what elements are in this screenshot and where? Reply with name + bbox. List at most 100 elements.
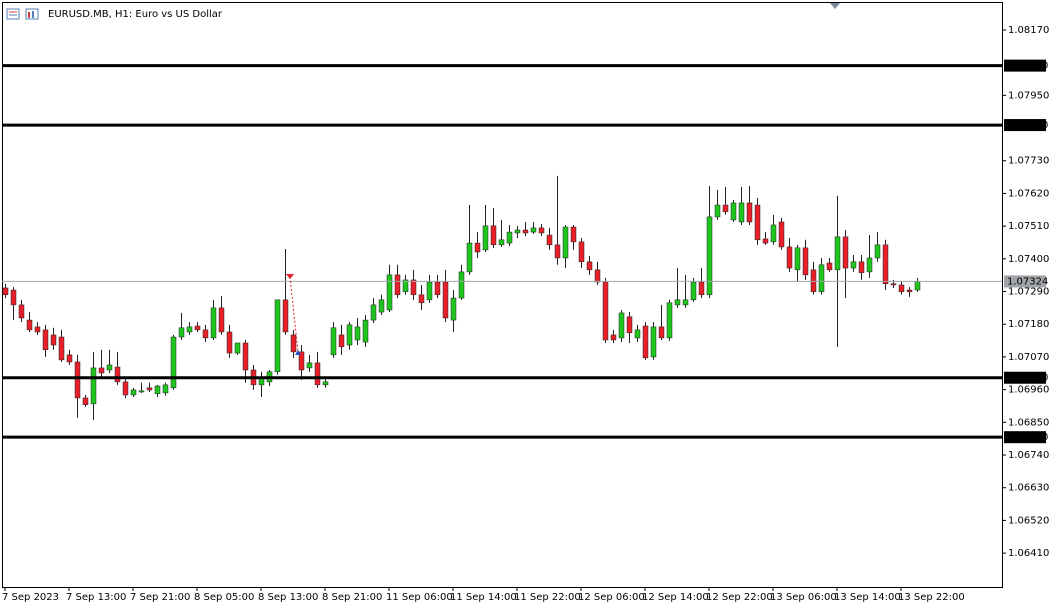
candle-body	[890, 283, 897, 286]
y-tick-label: 1.07290	[1008, 287, 1049, 298]
candle-body	[906, 289, 913, 293]
candle-body	[698, 281, 705, 296]
level-label: 1.07000	[1007, 373, 1048, 384]
candle-body	[866, 257, 873, 273]
y-tick-label: 1.06850	[1008, 417, 1049, 428]
candle-body	[498, 239, 505, 246]
chart-title: EURUSD.MB, H1: Euro vs US Dollar	[48, 9, 223, 20]
candle-body	[706, 216, 713, 296]
level-label: 1.07850	[1007, 120, 1048, 131]
candle-body	[66, 354, 73, 363]
candle-body	[722, 204, 729, 213]
candle-body	[442, 281, 449, 319]
candle-body	[58, 336, 65, 361]
candle-body	[426, 281, 433, 301]
candle-body	[634, 329, 641, 339]
candle-body	[98, 367, 105, 374]
candle-body	[154, 385, 161, 395]
level-label: 1.06800	[1007, 432, 1048, 443]
candle-body	[346, 324, 353, 346]
candle-body	[466, 242, 473, 273]
candle-body	[434, 281, 441, 296]
icon	[32, 11, 34, 18]
candle-body	[778, 221, 785, 248]
y-tick-label: 1.06630	[1008, 483, 1049, 494]
level-box	[1004, 371, 1046, 384]
y-tick-label: 1.07070	[1008, 352, 1049, 363]
candle-body	[402, 279, 409, 293]
candle-body	[114, 366, 121, 383]
candle-body	[290, 334, 297, 353]
candle-body	[578, 241, 585, 263]
candle-body	[810, 269, 817, 293]
candle-body	[362, 319, 369, 343]
x-tick-label: 13 Sep 14:00	[834, 592, 901, 603]
candle-body	[370, 304, 377, 321]
candle-body	[554, 244, 561, 259]
x-tick-label: 7 Sep 13:00	[66, 592, 126, 603]
candle-body	[546, 234, 553, 246]
candle-body	[642, 325, 649, 359]
level-box	[1004, 119, 1046, 132]
candle-body	[450, 297, 457, 321]
x-tick-label: 8 Sep 05:00	[194, 592, 254, 603]
x-tick-label: 8 Sep 13:00	[258, 592, 318, 603]
y-tick-label: 1.06740	[1008, 450, 1049, 461]
candle-body	[850, 261, 857, 269]
x-tick-label: 11 Sep 14:00	[450, 592, 517, 603]
candle-body	[762, 238, 769, 244]
candle-body	[522, 229, 529, 234]
candle-body	[914, 281, 921, 291]
x-tick-label: 13 Sep 22:00	[898, 592, 965, 603]
level-box	[1004, 59, 1046, 72]
x-tick-label: 12 Sep 14:00	[642, 592, 709, 603]
candle-body	[386, 274, 393, 311]
candle-body	[42, 329, 49, 351]
candle-body	[882, 244, 889, 285]
candle-body	[242, 342, 249, 371]
candle-body	[338, 334, 345, 348]
candle-body	[586, 261, 593, 271]
candle-body	[50, 334, 57, 346]
candle-body	[378, 299, 385, 313]
candle-body	[626, 316, 633, 334]
y-tick-label: 1.07400	[1008, 254, 1049, 265]
buy-arrow	[295, 350, 301, 355]
candle-body	[858, 261, 865, 274]
candle-body	[506, 231, 513, 244]
candle-body	[170, 336, 177, 389]
candle-body	[26, 319, 33, 331]
candle-body	[602, 281, 609, 341]
level-box	[1004, 431, 1046, 444]
candle-body	[666, 302, 673, 339]
x-tick-label: 13 Sep 06:00	[770, 592, 837, 603]
y-tick-label: 1.07620	[1008, 188, 1049, 199]
candle-body	[218, 307, 225, 333]
candle-body	[818, 264, 825, 293]
candle-body	[2, 287, 9, 296]
candle-body	[674, 299, 681, 306]
candle-body	[658, 326, 665, 339]
candle-body	[178, 327, 185, 338]
x-tick-label: 11 Sep 22:00	[514, 592, 581, 603]
candle-body	[354, 326, 361, 341]
candle-body	[330, 327, 337, 356]
candle-body	[874, 244, 881, 259]
current-price-label: 1.07324	[1007, 276, 1048, 287]
trade-markers	[286, 274, 301, 355]
candle-body	[74, 361, 81, 399]
candle-body	[138, 390, 145, 393]
candle-body	[162, 384, 169, 394]
candle-body	[130, 389, 137, 396]
candle-body	[738, 202, 745, 223]
candle-body	[82, 397, 89, 406]
candle-body	[410, 279, 417, 296]
candle-body	[538, 227, 545, 234]
candle-body	[746, 202, 753, 223]
candle-body	[322, 381, 329, 386]
x-tick-label: 12 Sep 22:00	[706, 592, 773, 603]
candle-body	[898, 284, 905, 293]
candle-body	[194, 325, 201, 331]
candle-body	[826, 262, 833, 271]
